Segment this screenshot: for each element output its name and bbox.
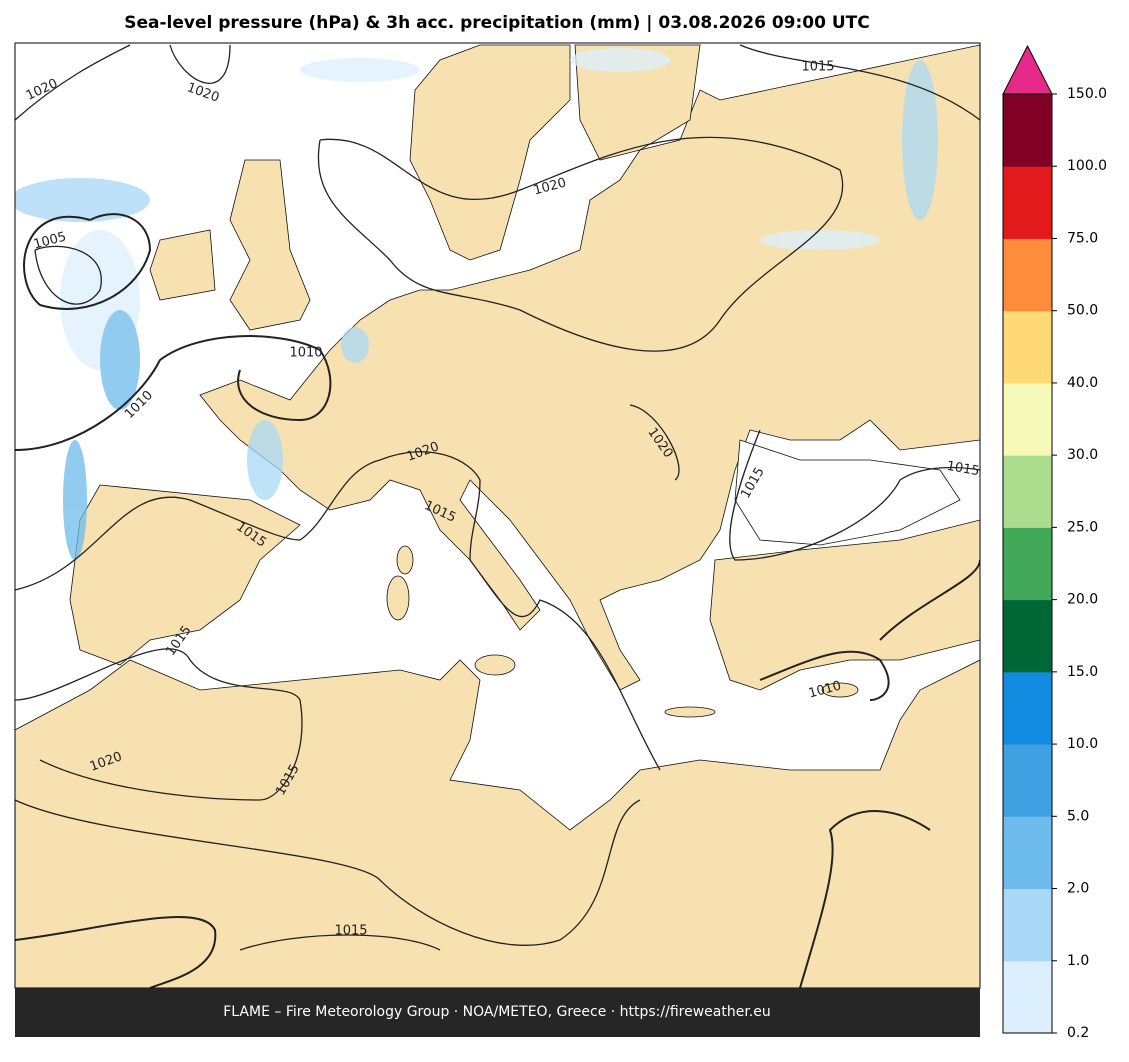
precip-area <box>63 440 87 560</box>
colorbar-extend <box>1002 44 1053 95</box>
precip-area <box>902 60 938 220</box>
colorbar-band <box>1003 816 1052 890</box>
precip-area <box>100 310 140 410</box>
scandinavia <box>409 44 571 261</box>
colorbar-frame <box>1002 93 1053 1034</box>
finland <box>574 44 701 161</box>
turkey <box>709 519 980 691</box>
isobar-label: 1015 <box>801 60 834 75</box>
colorbar-band <box>1003 94 1052 167</box>
colorbar-tick-label: 100.0 <box>1067 158 1107 174</box>
isobar <box>799 810 931 988</box>
black-sea <box>734 439 961 546</box>
sardinia <box>386 575 410 621</box>
isobar-label: 1010 <box>289 346 322 361</box>
isobar <box>34 245 102 305</box>
colorbar-tick-label: 30.0 <box>1067 447 1098 463</box>
isobar <box>15 44 131 121</box>
colorbar-band <box>1003 310 1052 384</box>
crete <box>664 706 716 718</box>
footer-bar <box>15 988 980 1037</box>
footer: FLAME – Fire Meteorology Group · NOA/MET… <box>223 1004 771 1020</box>
colorbar-band <box>1003 599 1052 673</box>
isobar <box>15 916 217 988</box>
colorbar-tick-label: 5.0 <box>1067 808 1089 824</box>
isobar <box>629 404 680 481</box>
ireland <box>149 229 216 301</box>
colorbar-tick-label: 150.0 <box>1067 86 1107 102</box>
colorbar-tick-label: 1.0 <box>1067 953 1089 969</box>
colorbar-band <box>1003 238 1052 312</box>
sicily <box>474 654 516 676</box>
precipitation <box>15 48 938 560</box>
colorbar-band <box>1003 382 1052 456</box>
colorbar-band <box>1003 455 1052 528</box>
isobar <box>759 559 980 701</box>
colorbar-tick-label: 10.0 <box>1067 736 1098 752</box>
colorbar-tick-label: 25.0 <box>1067 519 1098 535</box>
isobar <box>317 136 844 352</box>
precip-area <box>570 48 670 72</box>
isobar <box>15 451 661 771</box>
europe <box>199 44 980 691</box>
corsica <box>396 545 414 575</box>
colorbar-tick-label: 20.0 <box>1067 592 1098 608</box>
colorbar-band <box>1003 744 1052 817</box>
isobar-label: 1015 <box>334 924 367 939</box>
colorbar-tick-label: 2.0 <box>1067 881 1089 897</box>
precip-area <box>760 230 880 250</box>
isobar <box>739 44 980 121</box>
colorbar-band <box>1003 671 1052 745</box>
precip-area <box>247 420 283 500</box>
isobar <box>729 429 980 561</box>
iberia <box>69 484 301 666</box>
isobars <box>15 44 980 988</box>
colorbar-band <box>1003 888 1052 962</box>
colorbar-band <box>1003 166 1052 239</box>
colorbar-band <box>1003 960 1052 1034</box>
isobar <box>239 934 441 951</box>
land <box>15 44 980 988</box>
precip-area <box>341 327 369 363</box>
precip-area <box>15 178 150 222</box>
precip-area <box>300 58 420 82</box>
north-africa <box>15 659 980 988</box>
colorbar: 0.2 1.0 2.0 5.0 10.0 15.0 20.0 25.0 30.0 40.0 50.0… <box>1002 44 1107 1041</box>
colorbar-tick-label: 75.0 <box>1067 230 1098 246</box>
colorbar-band <box>1003 527 1052 601</box>
isobar <box>169 44 231 84</box>
cyprus <box>821 682 859 698</box>
isobar <box>15 648 303 801</box>
isobar <box>15 799 641 946</box>
colorbar-tick-label: 0.2 <box>1067 1025 1089 1041</box>
isobar <box>23 213 152 310</box>
britain <box>229 159 311 331</box>
colorbar-tick-label: 40.0 <box>1067 375 1098 391</box>
isobar-label: 1015 <box>945 459 980 480</box>
isobar <box>15 335 332 451</box>
colorbar-tick-label: 50.0 <box>1067 303 1098 319</box>
colorbar-tick-label: 15.0 <box>1067 664 1098 680</box>
title: Sea-level pressure (hPa) & 3h acc. preci… <box>124 13 870 33</box>
